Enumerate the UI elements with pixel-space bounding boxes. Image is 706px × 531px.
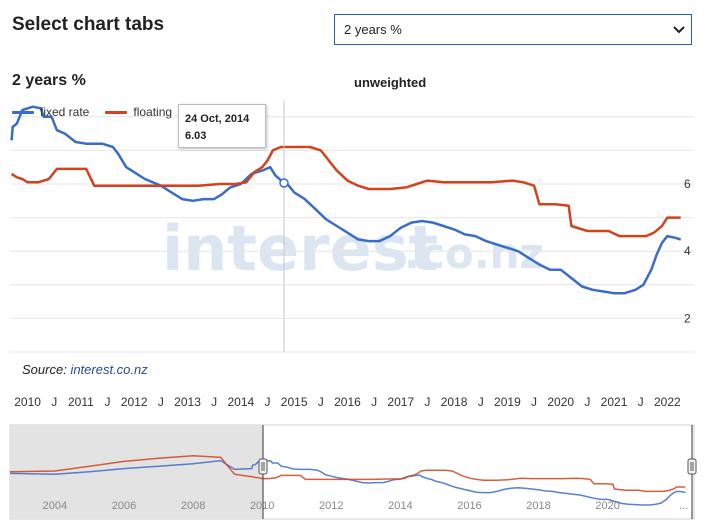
hover-point <box>279 178 289 188</box>
x-tick-label: 2021 <box>601 395 628 409</box>
x-tick-label: J <box>51 395 57 409</box>
legend-swatch-floating <box>105 110 128 114</box>
x-tick-label: 2018 <box>441 395 468 409</box>
chevron-down-icon <box>673 26 685 34</box>
series-line-fixed-rate <box>10 105 682 295</box>
tooltip-date: 24 Oct, 2014 <box>185 113 250 125</box>
chart-tab-select[interactable]: 2 years % <box>334 14 692 45</box>
x-tick-label: 2016 <box>334 395 361 409</box>
navigator-tick-label: 2020 <box>595 500 619 512</box>
navigator-unselected-mask <box>10 425 263 519</box>
y-tick-label: 6 <box>684 177 691 191</box>
navigator-line-fixed-rate <box>9 459 686 506</box>
chart-subtitle: unweighted <box>354 75 427 90</box>
source-link[interactable]: interest.co.nz <box>70 362 148 377</box>
source-note: Source: interest.co.nz <box>22 362 148 377</box>
navigator-tick-label: 2008 <box>181 500 205 512</box>
navigator-tick-label: 2006 <box>112 500 136 512</box>
legend-item-fixed[interactable]: fixed rate <box>12 105 89 119</box>
navigator-tick-label: 2012 <box>319 500 343 512</box>
x-tick-label: J <box>478 395 484 409</box>
x-tick-label: 2011 <box>68 395 94 409</box>
x-tick-label: 2013 <box>174 395 201 409</box>
navigator-tick-label: 2014 <box>388 500 412 512</box>
x-tick-label: 2015 <box>281 395 308 409</box>
y-axis-tick-labels: 2 4 6 <box>684 177 691 325</box>
x-tick-label: J <box>584 395 590 409</box>
chart-grid <box>10 116 694 353</box>
legend-label-fixed: fixed rate <box>40 105 90 119</box>
navigator-tick-label: ... <box>679 500 688 512</box>
hover-marker <box>279 100 289 352</box>
tooltip-value: 6.03 <box>185 130 207 142</box>
navigator-line-floating <box>9 455 686 493</box>
chart-title: 2 years % <box>12 72 86 89</box>
y-tick-label: 2 <box>684 311 691 325</box>
x-tick-label: J <box>105 395 111 409</box>
chart-legend: fixed rate floating <box>12 105 172 119</box>
watermark-main: interest <box>162 212 438 285</box>
page-title: Select chart tabs <box>12 14 165 35</box>
x-tick-label: J <box>158 395 164 409</box>
chart-tab-select-value: 2 years % <box>344 22 402 37</box>
x-tick-label: J <box>318 395 324 409</box>
x-tick-label: 2020 <box>547 395 574 409</box>
series-lines <box>10 105 682 295</box>
x-tick-label: 2022 <box>654 395 681 409</box>
navigator-tick-labels: 2004 2006 2008 2010 2012 2014 2016 2018 2020... <box>43 500 689 512</box>
legend-label-floating: floating <box>133 105 173 119</box>
series-line-floating <box>10 145 681 238</box>
x-tick-label: 2017 <box>387 395 414 409</box>
x-tick-label: J <box>424 395 430 409</box>
x-tick-label: J <box>371 395 377 409</box>
data-tooltip: 24 Oct, 2014 6.03 <box>178 104 266 148</box>
x-tick-label: J <box>638 395 644 409</box>
navigator-handle-right[interactable] <box>687 458 697 475</box>
source-label: Source: <box>22 362 67 377</box>
navigator-handle-left[interactable] <box>258 458 268 475</box>
x-axis-tick-labels: 2010 J 2011 J 2012 J 2013 J 2014 J 2015 J 2016 J 2017 J… <box>14 395 681 409</box>
x-tick-label: J <box>264 395 270 409</box>
navigator-series <box>9 455 686 506</box>
navigator-tick-label: 2004 <box>43 500 67 512</box>
legend-item-floating[interactable]: floating <box>105 105 172 119</box>
navigator-tick-label: 2018 <box>526 500 550 512</box>
x-tick-label: 2012 <box>121 395 148 409</box>
navigator-tick-label: 2010 <box>250 500 274 512</box>
navigator-tick-label: 2016 <box>457 500 481 512</box>
x-tick-label: J <box>211 395 217 409</box>
x-tick-label: J <box>531 395 537 409</box>
navigator: 2004 2006 2008 2010 2012 2014 2016 2018 2020... <box>9 424 697 520</box>
legend-swatch-fixed <box>12 110 34 114</box>
x-tick-label: 2010 <box>14 395 41 409</box>
y-tick-label: 4 <box>684 244 691 258</box>
x-tick-label: 2019 <box>494 395 521 409</box>
x-tick-label: 2014 <box>227 395 254 409</box>
